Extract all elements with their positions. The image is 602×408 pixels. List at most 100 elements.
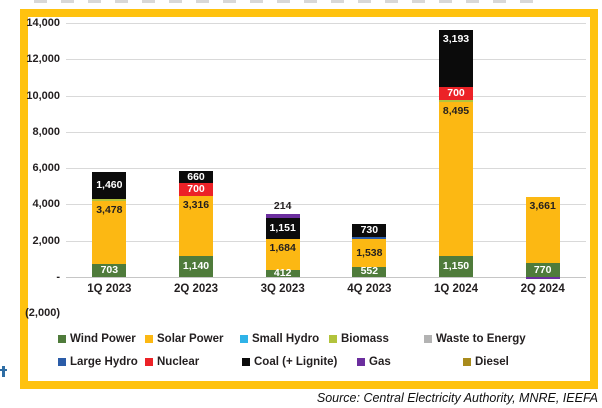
value-label: 412 [273, 266, 292, 279]
grid-line [66, 168, 586, 170]
value-label: 1,460 [96, 179, 123, 192]
category-label: 3Q 2023 [260, 283, 305, 295]
value-label: 214 [273, 200, 292, 213]
legend-label: Coal (+ Lignite) [254, 356, 338, 368]
value-label: 700 [447, 87, 465, 100]
category-label: 2Q 2023 [173, 283, 219, 295]
category-label: 4Q 2023 [347, 283, 392, 295]
fragment-stroke [2, 366, 5, 377]
value-label: 3,316 [182, 199, 210, 212]
y-axis-tick-label: 6,000 [32, 162, 60, 175]
value-label: 3,661 [529, 199, 556, 212]
legend-item: Coal (+ Lignite) [242, 356, 337, 368]
bar-segment [179, 256, 213, 277]
legend-label: Waste to Energy [436, 333, 526, 345]
y-axis-tick-label: 12,000 [26, 53, 60, 66]
clipped-title-remnant [34, 0, 544, 3]
legend-item: Small Hydro [240, 333, 319, 345]
value-label: 700 [187, 183, 205, 196]
legend-swatch [242, 358, 250, 366]
value-label: 1,684 [269, 241, 296, 254]
value-label: 1,538 [356, 246, 383, 259]
legend-item: Biomass [329, 333, 389, 345]
bar-segment [179, 183, 213, 197]
legend-item: Large Hydro [58, 356, 138, 368]
bar-segment [265, 269, 300, 277]
bar-segment [525, 277, 560, 280]
bar-segment [265, 214, 300, 219]
legend-label: Nuclear [157, 356, 200, 368]
legend-label: Diesel [475, 356, 509, 368]
bar-segment [92, 201, 127, 265]
category-label: 1Q 2023 [87, 283, 132, 295]
bar-segment [265, 238, 300, 270]
legend-item: Wind Power [58, 333, 136, 345]
category-label: 2Q 2024 [520, 283, 565, 295]
legend-label: Small Hydro [252, 333, 320, 345]
legend-swatch [240, 335, 248, 343]
y-axis-tick-label: - [56, 271, 60, 283]
legend-swatch [145, 335, 153, 343]
y-axis-tick-label: (2,000) [25, 307, 60, 320]
bar-segment [352, 237, 387, 240]
legend-swatch [329, 335, 337, 343]
legend-swatch [424, 335, 432, 343]
legend-label: Large Hydro [70, 356, 138, 368]
value-label: 8,495 [442, 105, 470, 117]
value-label: 660 [187, 170, 205, 183]
legend-label: Wind Power [70, 333, 136, 345]
bar-segment [525, 196, 560, 263]
legend-item: Nuclear [145, 356, 199, 368]
value-label: 1,151 [269, 222, 296, 235]
legend-item: Waste to Energy [424, 333, 526, 345]
bar-segment [439, 256, 473, 277]
grid-line [66, 95, 586, 97]
clipped-text-fragment [0, 366, 8, 380]
bar-segment [439, 100, 473, 103]
legend-swatch [145, 358, 153, 366]
value-label: 730 [360, 223, 379, 236]
bar-segment [265, 218, 300, 239]
legend-swatch [58, 358, 66, 366]
bar-segment [352, 266, 387, 277]
bar-segment [439, 87, 473, 101]
bar-segment [439, 102, 473, 257]
source-note: Source: Central Electricity Authority, M… [316, 391, 598, 405]
value-label: 1,150 [442, 260, 470, 273]
y-axis-tick-label: 10,000 [26, 89, 60, 102]
grid-line [66, 131, 586, 133]
bar-segment [439, 29, 473, 88]
grid-line [66, 59, 586, 61]
legend-label: Gas [369, 356, 391, 368]
bar-segment [92, 264, 127, 277]
legend-label: Biomass [341, 333, 389, 345]
bar-segment [352, 239, 387, 267]
grid-line [66, 204, 586, 206]
legend-item: Solar Power [145, 333, 223, 345]
value-label: 703 [100, 264, 119, 277]
y-axis-tick-label: 2,000 [32, 234, 60, 247]
value-label: 3,478 [96, 204, 123, 217]
bar-segment [92, 172, 127, 199]
value-label: 3,193 [442, 32, 470, 45]
fragment-stroke [0, 369, 7, 371]
legend-swatch [58, 335, 66, 343]
y-axis-tick-label: 14,000 [26, 17, 60, 29]
legend-swatch [357, 358, 365, 366]
category-label: 1Q 2024 [433, 283, 479, 295]
y-axis-tick-label: 8,000 [32, 125, 60, 138]
value-label: 552 [360, 265, 379, 278]
bar-segment [179, 196, 213, 257]
value-label: 1,140 [182, 260, 210, 273]
legend-item: Diesel [463, 356, 509, 368]
grid-line [66, 240, 586, 242]
bar-segment [179, 171, 213, 184]
y-axis-tick-label: 4,000 [32, 198, 60, 211]
bar-segment [92, 198, 127, 202]
legend-swatch [463, 358, 471, 366]
x-axis-line [66, 277, 586, 278]
grid-line [66, 23, 586, 24]
bar-segment [525, 263, 560, 277]
legend-label: Solar Power [157, 333, 224, 345]
